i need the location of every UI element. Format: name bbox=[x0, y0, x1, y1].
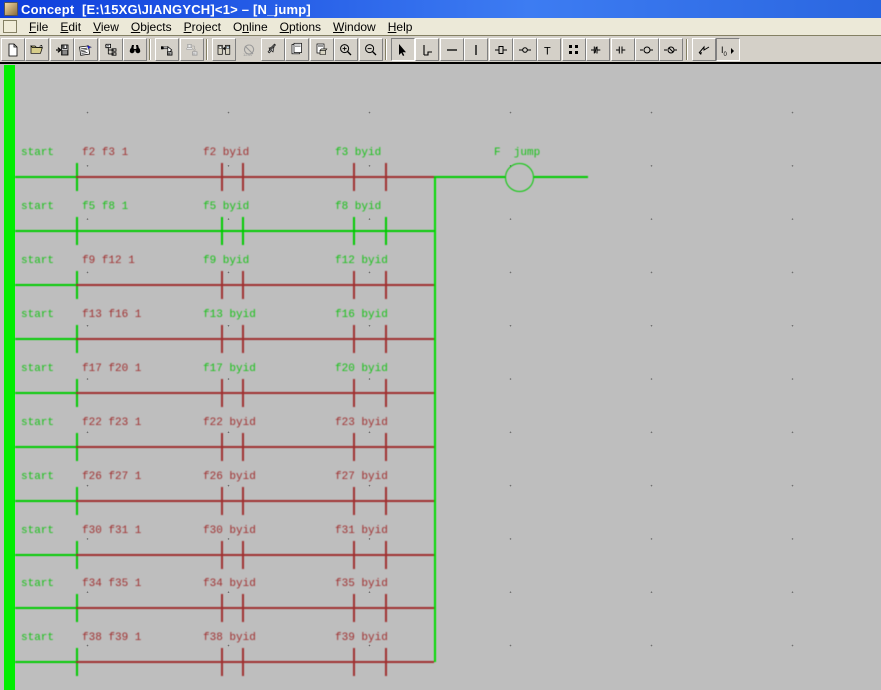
svg-text:T: T bbox=[544, 45, 551, 57]
svg-text:I0: I0 bbox=[721, 45, 728, 58]
svg-text:1234: 1234 bbox=[243, 52, 253, 57]
